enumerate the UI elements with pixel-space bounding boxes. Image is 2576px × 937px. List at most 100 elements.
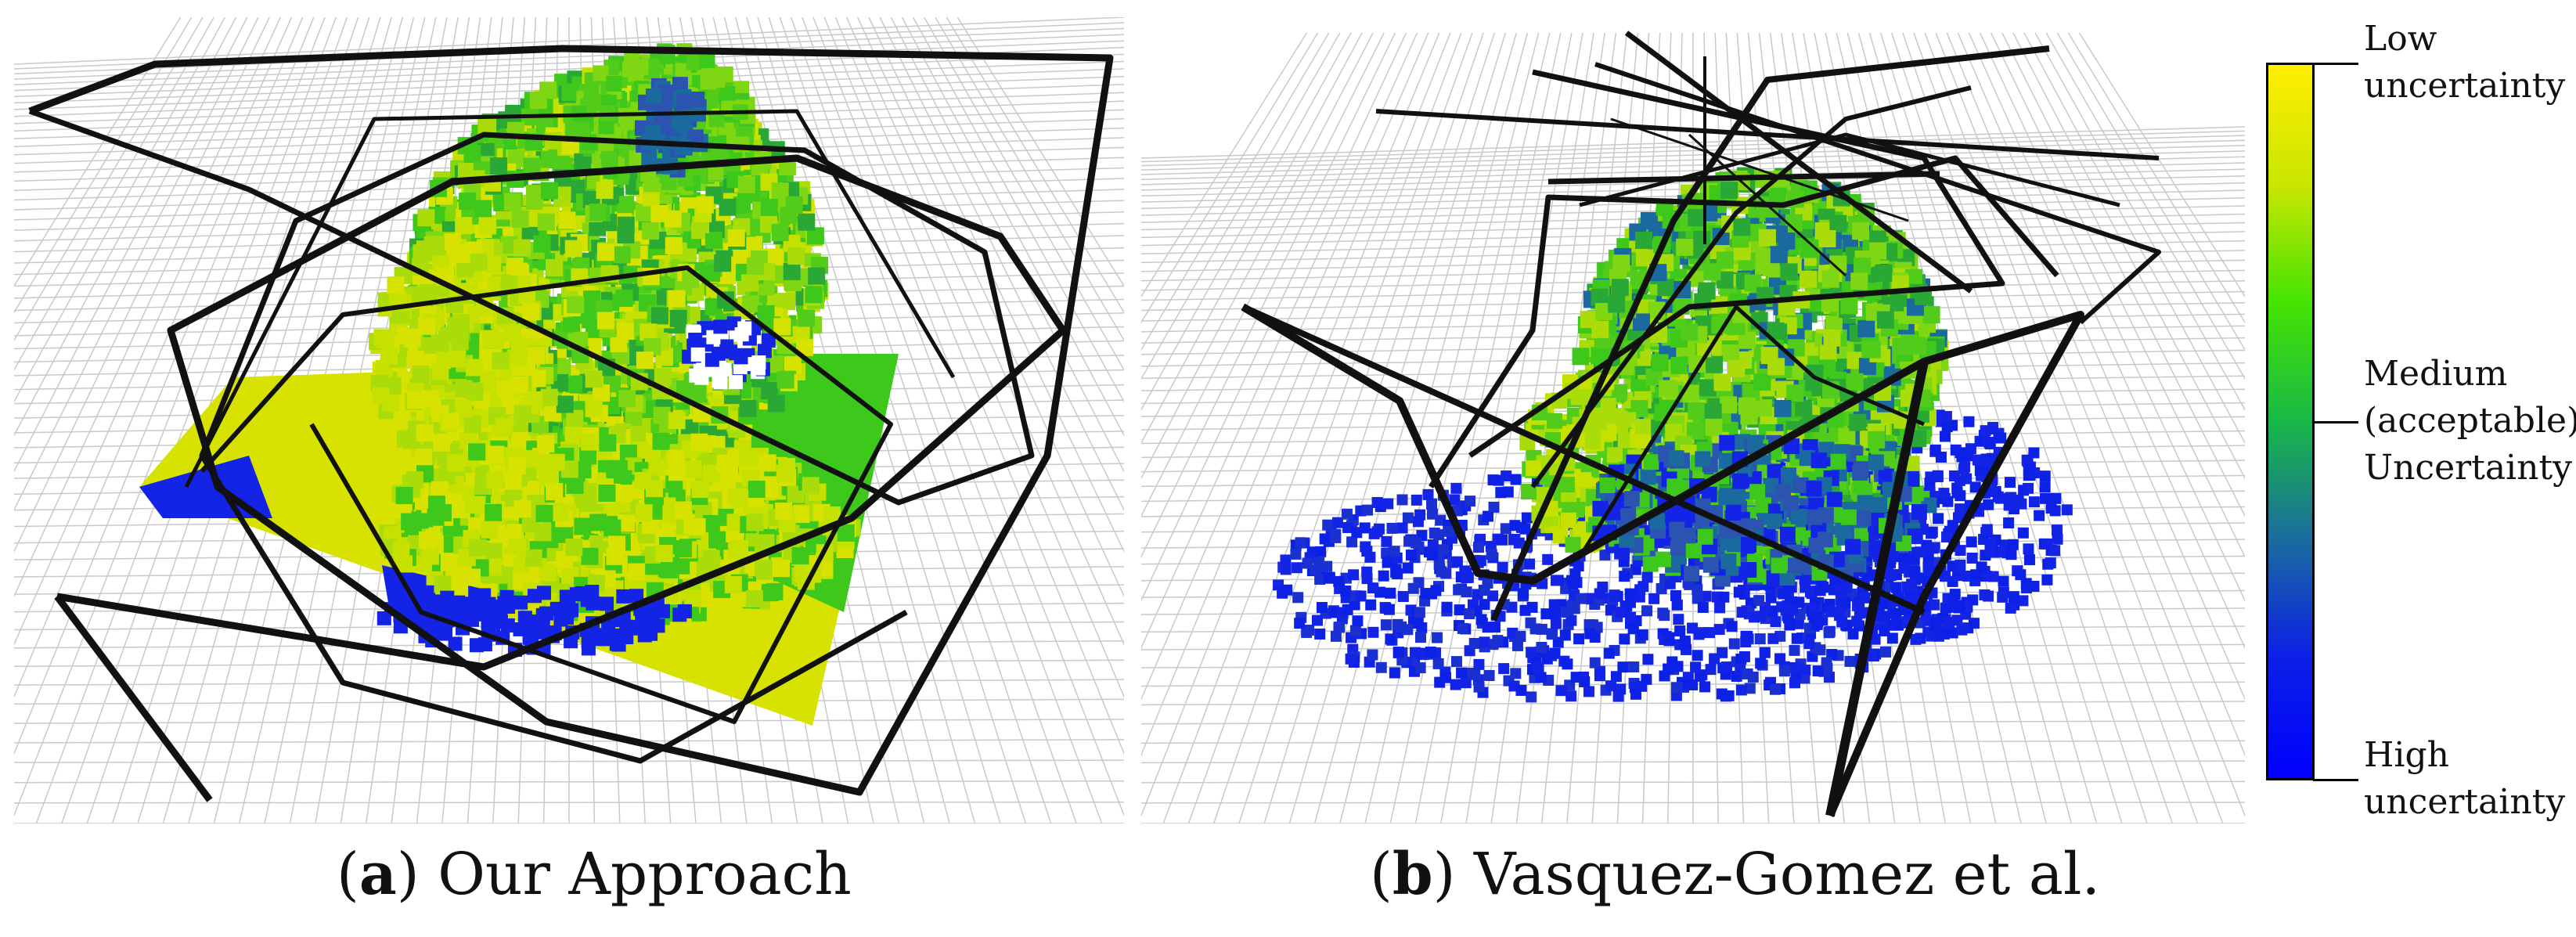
voxel bbox=[791, 546, 809, 564]
grid-line bbox=[1238, 32, 1495, 823]
voxel bbox=[474, 200, 492, 218]
grid-line bbox=[1313, 32, 1529, 823]
voxel bbox=[618, 514, 636, 532]
voxel bbox=[1425, 647, 1436, 658]
voxel bbox=[1526, 647, 1537, 658]
voxel bbox=[1464, 608, 1475, 620]
grid-line bbox=[1141, 32, 1407, 602]
voxel bbox=[823, 506, 841, 524]
voxel bbox=[1492, 635, 1504, 647]
voxel bbox=[2023, 464, 2034, 476]
voxel bbox=[672, 77, 688, 93]
voxel bbox=[2007, 539, 2019, 550]
voxel bbox=[1371, 496, 1383, 508]
voxel bbox=[660, 560, 678, 578]
voxel bbox=[1655, 583, 1667, 595]
voxel bbox=[1980, 425, 1991, 437]
grid-line bbox=[1288, 32, 1518, 823]
voxel bbox=[1610, 671, 1622, 683]
voxel bbox=[1589, 657, 1601, 669]
voxel bbox=[739, 449, 757, 467]
voxel bbox=[2050, 492, 2062, 504]
voxel bbox=[1515, 630, 1526, 642]
voxel bbox=[761, 584, 779, 602]
voxel bbox=[393, 411, 411, 429]
grid-line bbox=[1141, 32, 1363, 445]
voxel bbox=[1940, 602, 1951, 614]
voxel bbox=[737, 175, 755, 193]
voxel bbox=[792, 506, 810, 524]
voxel bbox=[1909, 566, 1921, 578]
grid-line bbox=[1364, 32, 1551, 823]
voxel bbox=[1479, 585, 1490, 596]
voxel bbox=[731, 539, 749, 557]
voxel bbox=[1814, 585, 1826, 596]
voxel bbox=[2017, 527, 2029, 539]
grid-line bbox=[834, 17, 1124, 698]
voxel bbox=[674, 501, 692, 519]
voxel bbox=[645, 88, 661, 105]
voxel bbox=[593, 65, 609, 81]
voxel bbox=[671, 114, 687, 131]
voxel bbox=[1910, 633, 1922, 645]
voxel bbox=[395, 487, 413, 505]
grid-line bbox=[14, 17, 304, 698]
voxel bbox=[1866, 650, 1878, 661]
voxel bbox=[1693, 629, 1705, 640]
voxel bbox=[635, 204, 653, 222]
voxel bbox=[469, 539, 487, 557]
voxel bbox=[510, 376, 528, 394]
voxel bbox=[1535, 672, 1547, 683]
voxel bbox=[1483, 510, 1494, 522]
voxel bbox=[433, 434, 451, 452]
voxel bbox=[1473, 658, 1485, 670]
grid-line bbox=[1141, 32, 1429, 701]
voxel bbox=[1385, 633, 1396, 645]
voxel bbox=[1976, 561, 1987, 573]
voxel bbox=[463, 568, 481, 586]
voxel bbox=[717, 362, 732, 377]
voxel bbox=[481, 521, 499, 539]
voxel bbox=[1536, 641, 1547, 653]
voxel bbox=[1280, 554, 1292, 566]
grid-line bbox=[1141, 32, 1418, 650]
grid-line bbox=[14, 17, 326, 817]
voxel bbox=[1670, 682, 1682, 694]
voxel bbox=[1396, 494, 1408, 506]
voxel bbox=[1488, 501, 1500, 513]
voxel bbox=[1427, 550, 1439, 561]
voxel bbox=[527, 347, 545, 365]
voxel bbox=[1674, 625, 1686, 637]
voxel bbox=[1565, 614, 1577, 626]
voxel bbox=[1389, 546, 1400, 557]
voxel bbox=[566, 476, 584, 494]
voxel bbox=[1555, 685, 1567, 697]
voxel bbox=[438, 467, 456, 485]
voxel bbox=[642, 189, 660, 207]
voxel bbox=[1615, 607, 1627, 618]
voxel bbox=[490, 157, 508, 175]
grid-line bbox=[14, 17, 237, 437]
voxel bbox=[733, 196, 751, 214]
voxel bbox=[523, 157, 541, 175]
voxel bbox=[1947, 520, 1958, 532]
voxel bbox=[641, 150, 658, 166]
voxel bbox=[406, 351, 424, 369]
voxel bbox=[2051, 524, 2063, 536]
voxel bbox=[481, 330, 499, 348]
grid-line bbox=[935, 17, 1124, 342]
voxel bbox=[567, 179, 585, 197]
voxel bbox=[1767, 632, 1779, 644]
voxel bbox=[1457, 622, 1468, 634]
voxel bbox=[713, 319, 728, 334]
voxel bbox=[1738, 650, 1750, 662]
voxel bbox=[702, 550, 720, 568]
voxel bbox=[1926, 542, 1938, 554]
voxel bbox=[2045, 503, 2057, 514]
voxel bbox=[1330, 630, 1342, 642]
voxel bbox=[716, 471, 734, 489]
voxel bbox=[1995, 432, 2007, 444]
voxel bbox=[468, 443, 486, 461]
voxel bbox=[796, 338, 814, 356]
voxel bbox=[798, 309, 816, 327]
